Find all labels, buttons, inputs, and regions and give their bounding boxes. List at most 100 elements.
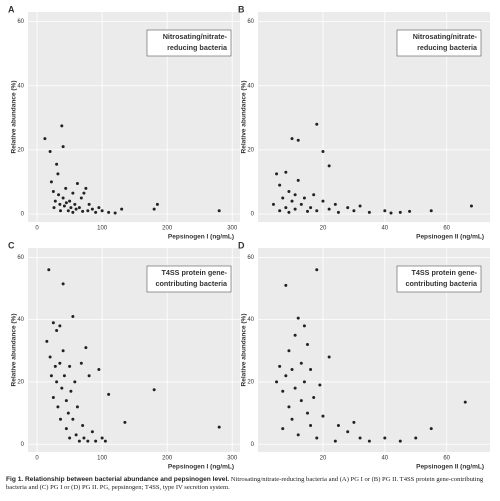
data-point [90, 207, 94, 211]
data-point [66, 411, 70, 415]
data-point [60, 386, 64, 390]
data-point [429, 427, 433, 431]
data-point [90, 430, 94, 434]
y-tick-label: 60 [17, 255, 24, 261]
data-point [57, 193, 61, 197]
data-point [398, 210, 402, 214]
data-point [73, 380, 77, 384]
data-point [358, 204, 362, 208]
y-axis-title: Relative abundance (%) [11, 314, 18, 387]
y-tick-label: 40 [17, 317, 24, 323]
annotation-line: reducing bacteria [417, 43, 478, 52]
data-point [52, 206, 56, 210]
y-tick-label: 0 [21, 442, 25, 448]
y-axis-title: Relative abundance (%) [241, 314, 248, 387]
x-tick-label: 0 [35, 226, 39, 232]
data-point [51, 190, 55, 194]
x-tick-label: 60 [443, 226, 450, 232]
data-point [217, 209, 221, 213]
data-point [293, 207, 297, 211]
data-point [68, 364, 72, 368]
data-point [469, 204, 473, 208]
data-point [284, 170, 288, 174]
data-point [56, 405, 60, 409]
data-point [55, 162, 59, 166]
data-point [296, 433, 300, 437]
data-point [309, 206, 313, 210]
data-point [59, 417, 63, 421]
data-point [284, 206, 288, 210]
data-point [51, 395, 55, 399]
annotation-box [396, 29, 482, 57]
data-point [87, 374, 91, 378]
data-point [55, 329, 59, 333]
data-point [94, 210, 98, 214]
data-point [327, 207, 331, 211]
data-point [64, 399, 68, 403]
data-point [352, 420, 356, 424]
data-point [327, 164, 331, 168]
x-axis-title: Pepsinogen I (ng/mL) [168, 234, 234, 241]
data-point [293, 386, 297, 390]
data-point [333, 202, 337, 206]
data-point [367, 439, 371, 443]
data-point [84, 186, 88, 190]
data-point [293, 193, 297, 197]
data-point [107, 392, 111, 396]
annotation-line: T4SS protein gene- [412, 268, 478, 277]
data-point [299, 202, 303, 206]
data-point [120, 207, 124, 211]
data-point [81, 209, 85, 213]
data-point [71, 315, 75, 319]
annotation-line: Nitrosating/nitrate- [413, 32, 478, 41]
data-point [61, 349, 65, 353]
x-tick-label: 200 [162, 226, 173, 232]
annotation-line: contributing bacteria [156, 279, 228, 288]
data-point [77, 206, 81, 210]
data-point [62, 204, 66, 208]
data-point [309, 367, 313, 371]
annotation-box [146, 265, 232, 293]
data-point [281, 427, 285, 431]
data-point [61, 282, 65, 286]
data-point [61, 145, 65, 149]
data-point [346, 430, 350, 434]
data-point [58, 361, 62, 365]
data-point [290, 417, 294, 421]
data-point [302, 380, 306, 384]
data-point [71, 210, 75, 214]
data-point [75, 405, 79, 409]
data-point [296, 316, 300, 320]
data-point [69, 206, 73, 210]
data-point [74, 207, 78, 211]
data-point [408, 209, 412, 213]
data-point [48, 149, 52, 153]
panel-label: A [8, 4, 15, 14]
data-point [97, 206, 101, 210]
data-point [59, 209, 63, 213]
y-tick-label: 60 [247, 255, 254, 261]
y-tick-label: 60 [17, 19, 24, 25]
annotation-line: contributing bacteria [406, 279, 478, 288]
caption-label: Fig 1. Relationship between bacterial ab… [6, 476, 230, 483]
annotation-line: reducing bacteria [167, 43, 228, 52]
y-axis-title: Relative abundance (%) [11, 81, 18, 154]
data-point [152, 207, 156, 211]
y-tick-label: 40 [247, 317, 254, 323]
data-point [58, 324, 62, 328]
data-point [71, 191, 75, 195]
data-point [278, 209, 282, 213]
data-point [302, 324, 306, 328]
data-point [281, 389, 285, 393]
x-axis-title: Pepsinogen II (ng/mL) [416, 234, 484, 241]
data-point [100, 436, 104, 440]
data-point [305, 209, 309, 213]
y-tick-label: 20 [247, 380, 254, 386]
data-point [107, 210, 111, 214]
data-point [100, 209, 104, 213]
data-point [53, 199, 57, 203]
y-tick-label: 20 [247, 147, 254, 153]
data-point [321, 149, 325, 153]
data-point [327, 355, 331, 359]
annotation-box [146, 29, 232, 57]
